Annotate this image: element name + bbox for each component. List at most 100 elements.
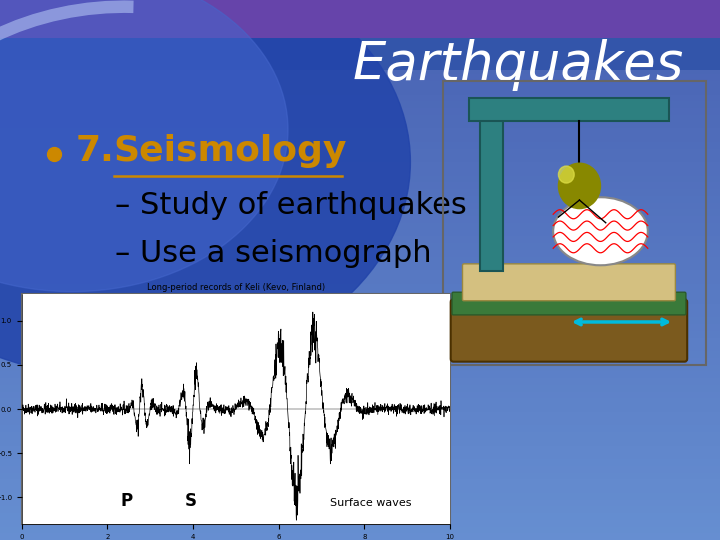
Bar xyxy=(0,0,720,38)
Circle shape xyxy=(559,163,600,208)
Bar xyxy=(0,526,720,534)
Bar xyxy=(0,405,720,411)
Bar xyxy=(0,87,720,94)
FancyBboxPatch shape xyxy=(462,264,675,301)
Bar xyxy=(0,432,720,438)
Bar xyxy=(0,20,720,27)
Bar xyxy=(0,128,720,135)
Bar xyxy=(0,176,720,183)
Bar xyxy=(0,108,720,115)
Bar xyxy=(0,345,720,351)
Bar xyxy=(22,294,450,524)
Text: Earthquakes: Earthquakes xyxy=(353,39,684,91)
Bar xyxy=(0,399,720,405)
Bar xyxy=(0,102,720,108)
Bar xyxy=(0,284,720,291)
Bar xyxy=(0,276,720,284)
Bar xyxy=(0,519,720,526)
Bar xyxy=(0,135,720,141)
Bar xyxy=(0,27,720,33)
Circle shape xyxy=(559,166,575,183)
Bar xyxy=(0,148,720,156)
Bar xyxy=(0,209,720,216)
Circle shape xyxy=(0,0,288,292)
Bar xyxy=(0,122,720,128)
Bar xyxy=(0,493,720,500)
Bar xyxy=(0,256,720,263)
Bar xyxy=(0,534,720,540)
Bar xyxy=(0,452,720,459)
Bar xyxy=(0,372,720,378)
Bar xyxy=(0,195,720,202)
Bar xyxy=(480,112,503,271)
Bar xyxy=(0,500,720,507)
Title: Long-period records of Keli (Kevo, Finland): Long-period records of Keli (Kevo, Finla… xyxy=(147,283,325,292)
Bar xyxy=(0,270,720,276)
Bar xyxy=(0,351,720,357)
Bar xyxy=(0,6,720,14)
Bar xyxy=(0,249,720,256)
Bar xyxy=(0,330,720,338)
Bar xyxy=(0,465,720,472)
Bar xyxy=(0,183,720,189)
Text: – Use a seismograph: – Use a seismograph xyxy=(115,239,432,268)
Bar xyxy=(0,378,720,384)
Bar xyxy=(0,60,720,68)
Bar xyxy=(0,40,720,47)
Bar xyxy=(0,364,720,372)
Bar xyxy=(0,291,720,297)
Bar xyxy=(0,156,720,162)
Bar xyxy=(0,459,720,465)
Bar xyxy=(0,310,720,317)
Text: P: P xyxy=(120,492,132,510)
Bar xyxy=(0,438,720,445)
Bar xyxy=(0,47,720,54)
Text: S: S xyxy=(184,492,197,510)
Bar xyxy=(0,189,720,195)
Bar xyxy=(0,411,720,418)
Bar xyxy=(0,222,720,230)
Bar xyxy=(0,162,720,168)
Bar xyxy=(0,14,720,20)
Bar xyxy=(0,168,720,176)
Bar xyxy=(0,486,720,492)
Bar xyxy=(0,480,720,486)
Bar xyxy=(0,68,720,74)
Bar xyxy=(0,216,720,222)
Bar xyxy=(0,358,720,365)
Bar xyxy=(0,33,720,40)
Bar xyxy=(0,446,720,453)
Bar xyxy=(443,81,706,364)
FancyBboxPatch shape xyxy=(451,299,687,362)
Bar xyxy=(0,418,720,426)
Bar xyxy=(0,230,720,237)
Ellipse shape xyxy=(553,197,648,265)
Bar xyxy=(0,338,720,345)
Bar xyxy=(0,74,720,81)
Bar xyxy=(0,141,720,149)
Bar xyxy=(0,237,720,243)
Bar xyxy=(0,392,720,399)
Bar xyxy=(0,507,720,513)
Bar xyxy=(0,513,720,519)
Bar xyxy=(0,384,720,391)
Bar xyxy=(0,0,720,6)
Bar xyxy=(0,317,720,324)
Bar xyxy=(0,263,720,270)
Text: Surface waves: Surface waves xyxy=(330,498,412,508)
Bar xyxy=(0,426,720,432)
Bar xyxy=(0,297,720,303)
Text: 7.: 7. xyxy=(76,134,114,168)
FancyBboxPatch shape xyxy=(452,292,686,315)
Bar xyxy=(469,98,669,120)
Bar xyxy=(0,472,720,480)
Circle shape xyxy=(0,0,410,378)
Bar xyxy=(0,243,720,249)
Text: – Study of earthquakes: – Study of earthquakes xyxy=(115,191,467,220)
Bar xyxy=(0,324,720,330)
Bar xyxy=(0,115,720,122)
Bar xyxy=(0,81,720,87)
Bar xyxy=(0,54,720,60)
Bar xyxy=(0,303,720,310)
Text: Seismology: Seismology xyxy=(114,134,347,168)
